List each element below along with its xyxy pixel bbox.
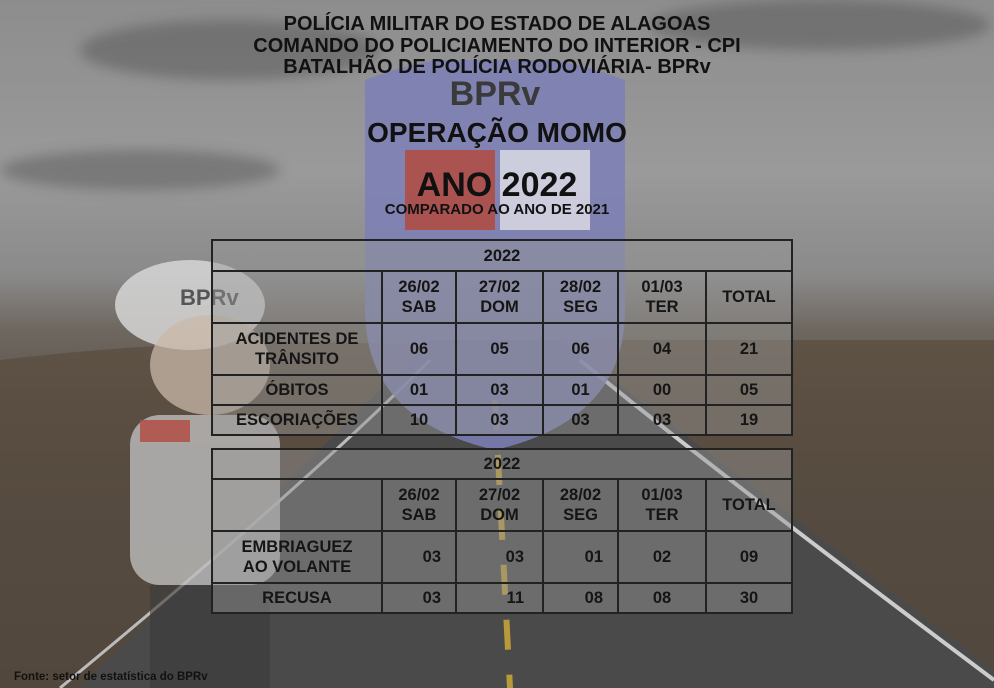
emblem-text: BPRv <box>450 75 541 113</box>
total-cell: 21 <box>705 322 793 376</box>
total-header: TOTAL <box>705 270 793 324</box>
header-line-2: COMANDO DO POLICIAMENTO DO INTERIOR - CP… <box>253 35 741 57</box>
column-header: 28/02 SEG <box>542 478 619 532</box>
cell: 03 <box>455 530 544 584</box>
column-header: 27/02 DOM <box>455 478 544 532</box>
header-line-3: BATALHÃO DE POLÍCIA RODOVIÁRIA- BPRv <box>283 56 711 78</box>
header-row: 26/02 SAB 27/02 DOM 28/02 SEG 01/03 TER TOTA… <box>211 270 793 324</box>
row-label: ÓBITOS <box>211 374 383 406</box>
cell: 03 <box>455 374 544 406</box>
row-label: ACIDENTES DE TRÂNSITO <box>211 322 383 376</box>
cloud <box>80 20 380 80</box>
cell: 03 <box>617 404 707 436</box>
table-year: 2022 <box>211 448 793 480</box>
row-label: RECUSA <box>211 582 383 614</box>
page-title: OPERAÇÃO MOMO <box>367 117 627 148</box>
cell: 01 <box>542 374 619 406</box>
column-header: 01/03 TER <box>617 270 707 324</box>
total-cell: 19 <box>705 404 793 436</box>
table-row: EMBRIAGUEZ AO VOLANTE 03 03 01 02 09 <box>211 530 793 584</box>
row-label: EMBRIAGUEZ AO VOLANTE <box>211 530 383 584</box>
empty-cell <box>211 270 383 324</box>
column-header: 28/02 SEG <box>542 270 619 324</box>
subtitle: COMPARADO AO ANO DE 2021 <box>384 201 610 218</box>
column-header: 27/02 DOM <box>455 270 544 324</box>
cell: 10 <box>381 404 457 436</box>
cell: 06 <box>381 322 457 376</box>
cloud <box>650 0 990 50</box>
cell: 05 <box>455 322 544 376</box>
cell: 03 <box>381 530 457 584</box>
total-header: TOTAL <box>705 478 793 532</box>
table-year: 2022 <box>211 239 793 272</box>
column-header: 01/03 TER <box>617 478 707 532</box>
header-line-1: POLÍCIA MILITAR DO ESTADO DE ALAGOAS <box>283 13 711 35</box>
empty-cell <box>211 478 383 532</box>
cell: 01 <box>542 530 619 584</box>
column-header: 26/02 SAB <box>381 478 457 532</box>
table-row: RECUSA 03 11 08 08 30 <box>211 582 793 614</box>
source-footer: Fonte: setor de estatística do BPRv <box>14 671 208 683</box>
cell: 08 <box>617 582 707 614</box>
cell: 02 <box>617 530 707 584</box>
table-row: ÓBITOS 01 03 01 00 05 <box>211 374 793 406</box>
total-cell: 09 <box>705 530 793 584</box>
total-cell: 30 <box>705 582 793 614</box>
year-title: ANO 2022 <box>416 166 578 204</box>
cell: 06 <box>542 322 619 376</box>
cell: 11 <box>455 582 544 614</box>
table-row: ACIDENTES DE TRÂNSITO 06 05 06 04 21 <box>211 322 793 376</box>
drunk-driving-table: 2022 26/02 SAB 27/02 DOM 28/02 SEG 01/03 TER… <box>211 448 793 614</box>
table-row: ESCORIAÇÕES 10 03 03 03 19 <box>211 404 793 436</box>
total-cell: 05 <box>705 374 793 406</box>
cell: 01 <box>381 374 457 406</box>
row-label: ESCORIAÇÕES <box>211 404 383 436</box>
cell: 03 <box>542 404 619 436</box>
cell: 03 <box>455 404 544 436</box>
header-row: 26/02 SAB 27/02 DOM 28/02 SEG 01/03 TER TOTA… <box>211 478 793 532</box>
cell: 03 <box>381 582 457 614</box>
cell: 04 <box>617 322 707 376</box>
accidents-table: 2022 26/02 SAB 27/02 DOM 28/02 SEG 01/03 TER… <box>211 239 793 436</box>
cell: 00 <box>617 374 707 406</box>
cell: 08 <box>542 582 619 614</box>
column-header: 26/02 SAB <box>381 270 457 324</box>
cloud <box>0 150 280 190</box>
